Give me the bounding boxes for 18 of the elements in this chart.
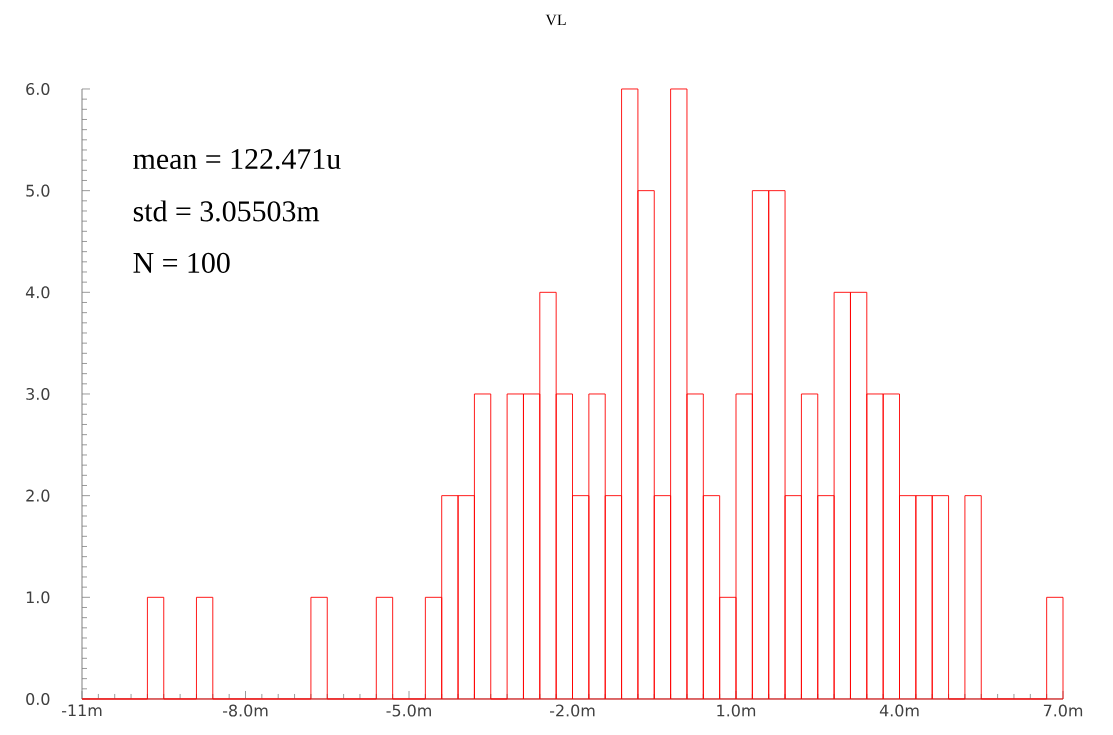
annotation: mean = 122.471u: [133, 149, 341, 170]
x-tick-label: -2.0m: [549, 704, 595, 717]
y-tick-label: 1.0: [26, 591, 50, 604]
x-tick-label: -8.0m: [222, 704, 268, 717]
x-tick-label: -11m: [62, 704, 102, 717]
y-tick-label: 3.0: [26, 387, 50, 400]
y-tick-label: 2.0: [26, 489, 50, 502]
annotation: N = 100: [133, 252, 230, 273]
x-tick-label: 7.0m: [1043, 704, 1083, 717]
y-tick-label: 0.0: [26, 692, 50, 706]
chart-title: VL: [545, 14, 566, 26]
x-tick-label: 4.0m: [879, 704, 919, 717]
y-tick-label: 4.0: [25, 286, 50, 299]
y-tick-label: 5.0: [26, 184, 50, 197]
x-tick-label: 1.0m: [717, 704, 756, 717]
annotation: std = 3.05503m: [133, 200, 320, 222]
x-tick-label: -5.0m: [386, 704, 431, 717]
y-tick-label: 6.0: [26, 82, 50, 95]
